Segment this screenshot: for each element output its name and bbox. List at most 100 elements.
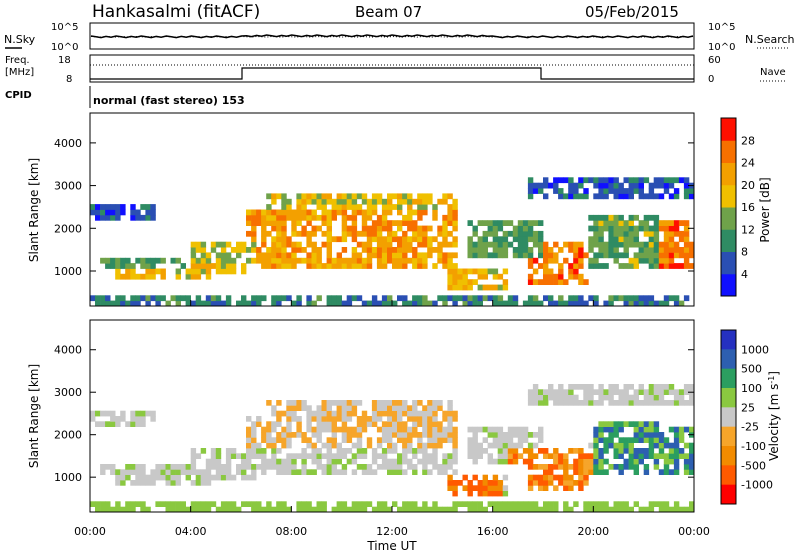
data-cell xyxy=(452,458,458,465)
data-cell xyxy=(366,209,373,216)
data-cell xyxy=(517,247,524,253)
data-cell xyxy=(417,209,423,216)
data-cell xyxy=(512,432,519,438)
data-cell xyxy=(361,453,368,459)
data-cell xyxy=(517,432,524,438)
data-cell xyxy=(190,464,197,470)
data-cell xyxy=(492,480,499,486)
data-cell xyxy=(351,469,358,475)
cpid-label: CPID xyxy=(5,90,32,101)
data-cell xyxy=(568,448,574,454)
data-cell xyxy=(442,295,448,302)
data-cell xyxy=(452,279,458,285)
data-cell xyxy=(356,437,363,443)
data-cell xyxy=(553,300,559,307)
data-cell xyxy=(437,426,443,433)
data-cell xyxy=(336,295,342,302)
data-cell xyxy=(628,241,634,248)
data-cell xyxy=(376,464,383,470)
data-cell xyxy=(392,464,398,470)
data-cell xyxy=(251,241,257,248)
data-cell xyxy=(442,193,448,200)
data-cell xyxy=(246,416,252,422)
data-cell xyxy=(200,474,207,481)
data-cell xyxy=(678,394,685,401)
data-cell xyxy=(668,193,675,200)
data-cell xyxy=(638,448,644,454)
data-cell xyxy=(306,426,312,433)
data-cell xyxy=(301,501,307,507)
data-cell xyxy=(658,257,665,264)
data-cell xyxy=(517,220,524,226)
data-cell xyxy=(256,300,262,307)
nave-label: Nave xyxy=(760,67,786,78)
velocity-colorbar-swatch xyxy=(721,426,736,447)
data-cell xyxy=(467,300,473,307)
data-cell xyxy=(648,225,655,232)
noise-right-label: N.Search xyxy=(745,33,795,46)
data-cell xyxy=(251,448,257,454)
data-cell xyxy=(638,241,644,248)
data-cell xyxy=(165,506,171,513)
data-cell xyxy=(261,230,267,237)
data-cell xyxy=(477,241,483,248)
data-cell xyxy=(105,204,111,210)
data-cell xyxy=(422,405,428,411)
data-cell xyxy=(205,480,212,486)
data-cell xyxy=(326,263,332,269)
data-cell xyxy=(195,295,202,302)
data-cell xyxy=(497,236,504,243)
data-cell xyxy=(553,453,559,459)
data-cell xyxy=(628,421,634,427)
data-cell xyxy=(261,252,267,259)
data-cell xyxy=(663,230,670,237)
data-cell xyxy=(422,453,428,459)
data-cell xyxy=(361,421,368,427)
data-cell xyxy=(543,474,549,481)
data-cell xyxy=(447,453,453,459)
data-cell xyxy=(658,241,665,248)
data-cell xyxy=(583,193,589,200)
data-cell xyxy=(407,501,413,507)
data-cell xyxy=(477,506,483,513)
data-cell xyxy=(563,389,569,395)
data-cell xyxy=(306,209,312,216)
data-cell xyxy=(673,247,680,253)
data-cell xyxy=(256,453,262,459)
data-cell xyxy=(140,273,146,280)
data-cell xyxy=(220,241,227,248)
data-cell xyxy=(371,448,378,454)
data-cell xyxy=(361,225,368,232)
data-cell xyxy=(412,209,418,216)
data-cell xyxy=(442,464,448,470)
data-cell xyxy=(558,389,564,395)
data-cell xyxy=(497,300,504,307)
data-cell xyxy=(371,453,378,459)
data-cell xyxy=(668,389,675,395)
data-cell xyxy=(381,252,388,259)
data-cell xyxy=(321,410,327,417)
data-cell xyxy=(321,204,327,210)
data-cell xyxy=(230,506,237,513)
data-cell xyxy=(387,410,393,417)
data-cell xyxy=(236,247,242,253)
data-cell xyxy=(588,501,594,507)
data-cell xyxy=(623,400,629,406)
data-cell xyxy=(251,209,257,216)
data-cell xyxy=(538,252,544,259)
data-cell xyxy=(210,474,217,481)
data-cell xyxy=(321,453,327,459)
data-cell xyxy=(407,426,413,433)
data-cell xyxy=(638,437,644,443)
data-cell xyxy=(422,410,428,417)
data-cell xyxy=(497,220,504,226)
data-cell xyxy=(281,247,287,253)
data-cell xyxy=(190,252,197,259)
data-cell xyxy=(336,300,342,307)
data-cell xyxy=(668,442,675,449)
data-cell xyxy=(497,295,504,302)
data-cell xyxy=(271,300,277,307)
data-cell xyxy=(492,220,499,226)
data-cell xyxy=(205,464,212,470)
